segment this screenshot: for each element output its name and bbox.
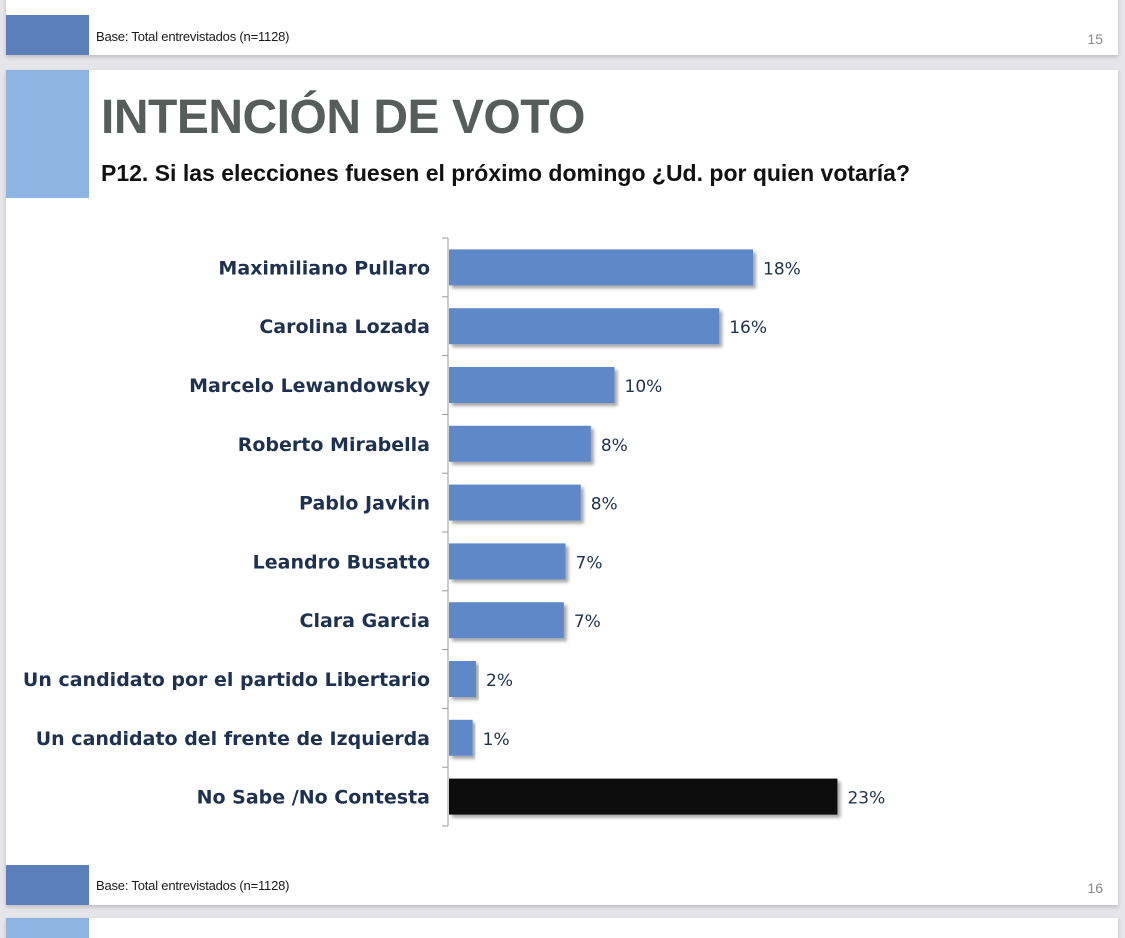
category-label: Carolina Lozada bbox=[259, 316, 430, 338]
bar bbox=[449, 308, 720, 345]
category-label: Leandro Busatto bbox=[253, 551, 430, 573]
footer-base-text: Base: Total entrevistados (n=1128) bbox=[96, 878, 290, 893]
category-label: Roberto Mirabella bbox=[238, 434, 430, 456]
value-label: 8% bbox=[591, 495, 618, 515]
title-accent-bar bbox=[6, 70, 89, 198]
footer-accent-bar bbox=[6, 15, 89, 55]
bar bbox=[449, 543, 566, 580]
category-label: Clara Garcia bbox=[300, 610, 430, 632]
bar bbox=[449, 425, 591, 462]
category-label: Un candidato por el partido Libertario bbox=[23, 669, 430, 691]
next-slide bbox=[6, 918, 1118, 938]
value-label: 7% bbox=[574, 612, 601, 632]
footer-base-text: Base: Total entrevistados (n=1128) bbox=[96, 29, 290, 44]
value-label: 23% bbox=[847, 789, 885, 809]
category-label: Pablo Javkin bbox=[299, 493, 430, 515]
bar-chart: Maximiliano Pullaro 18% Carolina Lozada 16%… bbox=[23, 237, 885, 827]
bar bbox=[449, 484, 581, 521]
bar bbox=[449, 719, 473, 756]
category-label: Un candidato del frente de Izquierda bbox=[36, 728, 430, 750]
value-label: 7% bbox=[576, 553, 603, 573]
page-number: 15 bbox=[1087, 31, 1103, 47]
next-title-accent-bar bbox=[6, 918, 89, 938]
category-label: Marcelo Lewandowsky bbox=[189, 375, 430, 397]
bar bbox=[449, 249, 753, 286]
value-label: 16% bbox=[729, 318, 767, 338]
category-label: Maximiliano Pullaro bbox=[218, 257, 430, 279]
bar bbox=[449, 367, 615, 403]
category-label: No Sabe /No Contesta bbox=[197, 787, 430, 809]
previous-slide: Base: Total entrevistados (n=1128) 15 bbox=[6, 0, 1118, 55]
value-label: 8% bbox=[601, 436, 628, 456]
bar bbox=[449, 778, 838, 815]
footer-accent-bar bbox=[6, 865, 89, 905]
slide-title: INTENCIÓN DE VOTO bbox=[101, 91, 586, 144]
value-label: 1% bbox=[483, 730, 510, 750]
page-number: 16 bbox=[1087, 880, 1103, 896]
value-label: 10% bbox=[625, 377, 663, 397]
value-label: 18% bbox=[763, 259, 801, 279]
bar bbox=[449, 602, 564, 639]
bar bbox=[449, 661, 477, 697]
current-slide: INTENCIÓN DE VOTO P12. Si las elecciones… bbox=[6, 70, 1118, 905]
value-label: 2% bbox=[486, 671, 513, 691]
slide-subtitle: P12. Si las elecciones fuesen el próximo… bbox=[101, 160, 911, 186]
